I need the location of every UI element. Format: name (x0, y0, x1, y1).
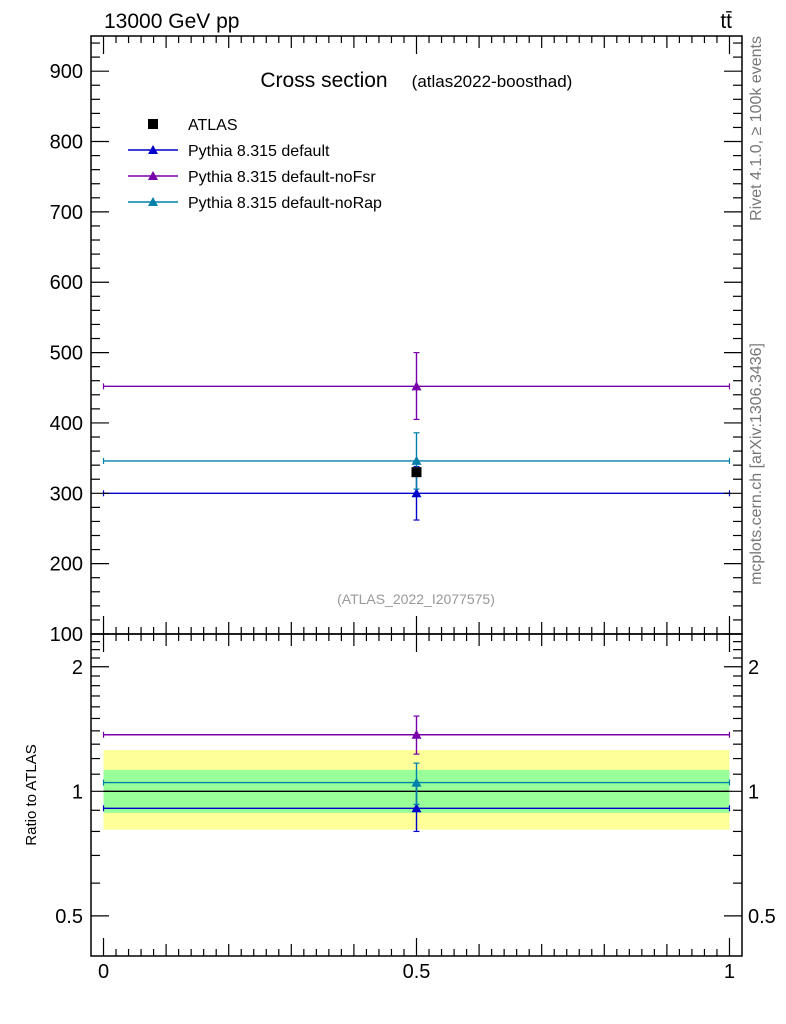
legend-entry-label: Pythia 8.315 default (188, 143, 330, 160)
series-1-marker (411, 488, 422, 498)
main-y-tick-label: 100 (50, 624, 83, 646)
ratio-series-2-marker (411, 729, 422, 739)
main-y-tick-label: 300 (50, 483, 83, 505)
legend-marker (148, 171, 158, 180)
legend-entry-label: Pythia 8.315 default-noFsr (188, 169, 376, 186)
series-3-marker (411, 455, 422, 465)
main-x-axis (102, 36, 731, 634)
main-y-tick-label: 800 (50, 132, 83, 154)
x-tick-label: 1 (724, 961, 735, 983)
main-y-tick-label: 200 (50, 554, 83, 576)
ratio-series-1-marker (411, 803, 422, 813)
legend-marker (148, 145, 158, 154)
legend: ATLAS Pythia 8.315 default Pythia 8.315 de… (128, 117, 382, 212)
analysis-watermark: (ATLAS_2022_I2077575) (337, 591, 495, 607)
mcplots-reference-label: mcplots.cern.ch [arXiv:1306.3436] (748, 343, 765, 585)
main-y-tick-label: 900 (50, 61, 83, 83)
ratio-y-tick-label-right: 2 (748, 657, 759, 679)
ratio-y-tick-label: 1 (72, 781, 83, 803)
legend-entry-label: ATLAS (188, 117, 238, 134)
ratio-y-tick-label-right: 0.5 (748, 906, 776, 928)
series-2-marker (411, 381, 422, 391)
ratio-y-tick-label-right: 1 (748, 781, 759, 803)
main-y-tick-label: 600 (50, 272, 83, 294)
ratio-series-group (102, 715, 731, 833)
ratio-y-axis-label: Ratio to ATLAS (23, 744, 40, 845)
main-y-tick-label: 500 (50, 343, 83, 365)
plot-title: Cross section (260, 69, 387, 92)
x-tick-label: 0.5 (403, 961, 431, 983)
legend-marker (148, 197, 158, 206)
x-tick-label: 0 (98, 961, 109, 983)
atlas-data-point (411, 467, 422, 478)
main-y-axis: 100 200 300 400 500 600 700 800 900 (50, 42, 742, 646)
legend-marker-atlas (148, 119, 158, 129)
ratio-y-tick-label: 2 (72, 657, 83, 679)
legend-entry-label: Pythia 8.315 default-noRap (188, 195, 382, 212)
main-series-group (102, 351, 731, 521)
ratio-series-3-marker (411, 777, 422, 787)
ratio-y-tick-label: 0.5 (55, 906, 83, 928)
rivet-version-label: Rivet 4.1.0, ≥ 100k events (748, 36, 765, 221)
header-process-label: tt̄ (720, 10, 732, 33)
ratio-x-axis: 0 0.5 1 (98, 634, 735, 983)
main-plot: 100 200 300 400 500 600 700 800 900 Cross sectio… (50, 35, 743, 646)
plot-subtitle: (atlas2022-boosthad) (412, 72, 573, 91)
ratio-y-axis: 0.5 0.5 1 1 2 2 (55, 641, 776, 928)
header-energy-label: 13000 GeV pp (104, 10, 239, 33)
main-y-tick-label: 400 (50, 413, 83, 435)
ratio-plot: 0.5 0.51 12 2 0 0.5 1 Ratio to ATLAS (23, 633, 776, 983)
main-y-tick-label: 700 (50, 202, 83, 224)
